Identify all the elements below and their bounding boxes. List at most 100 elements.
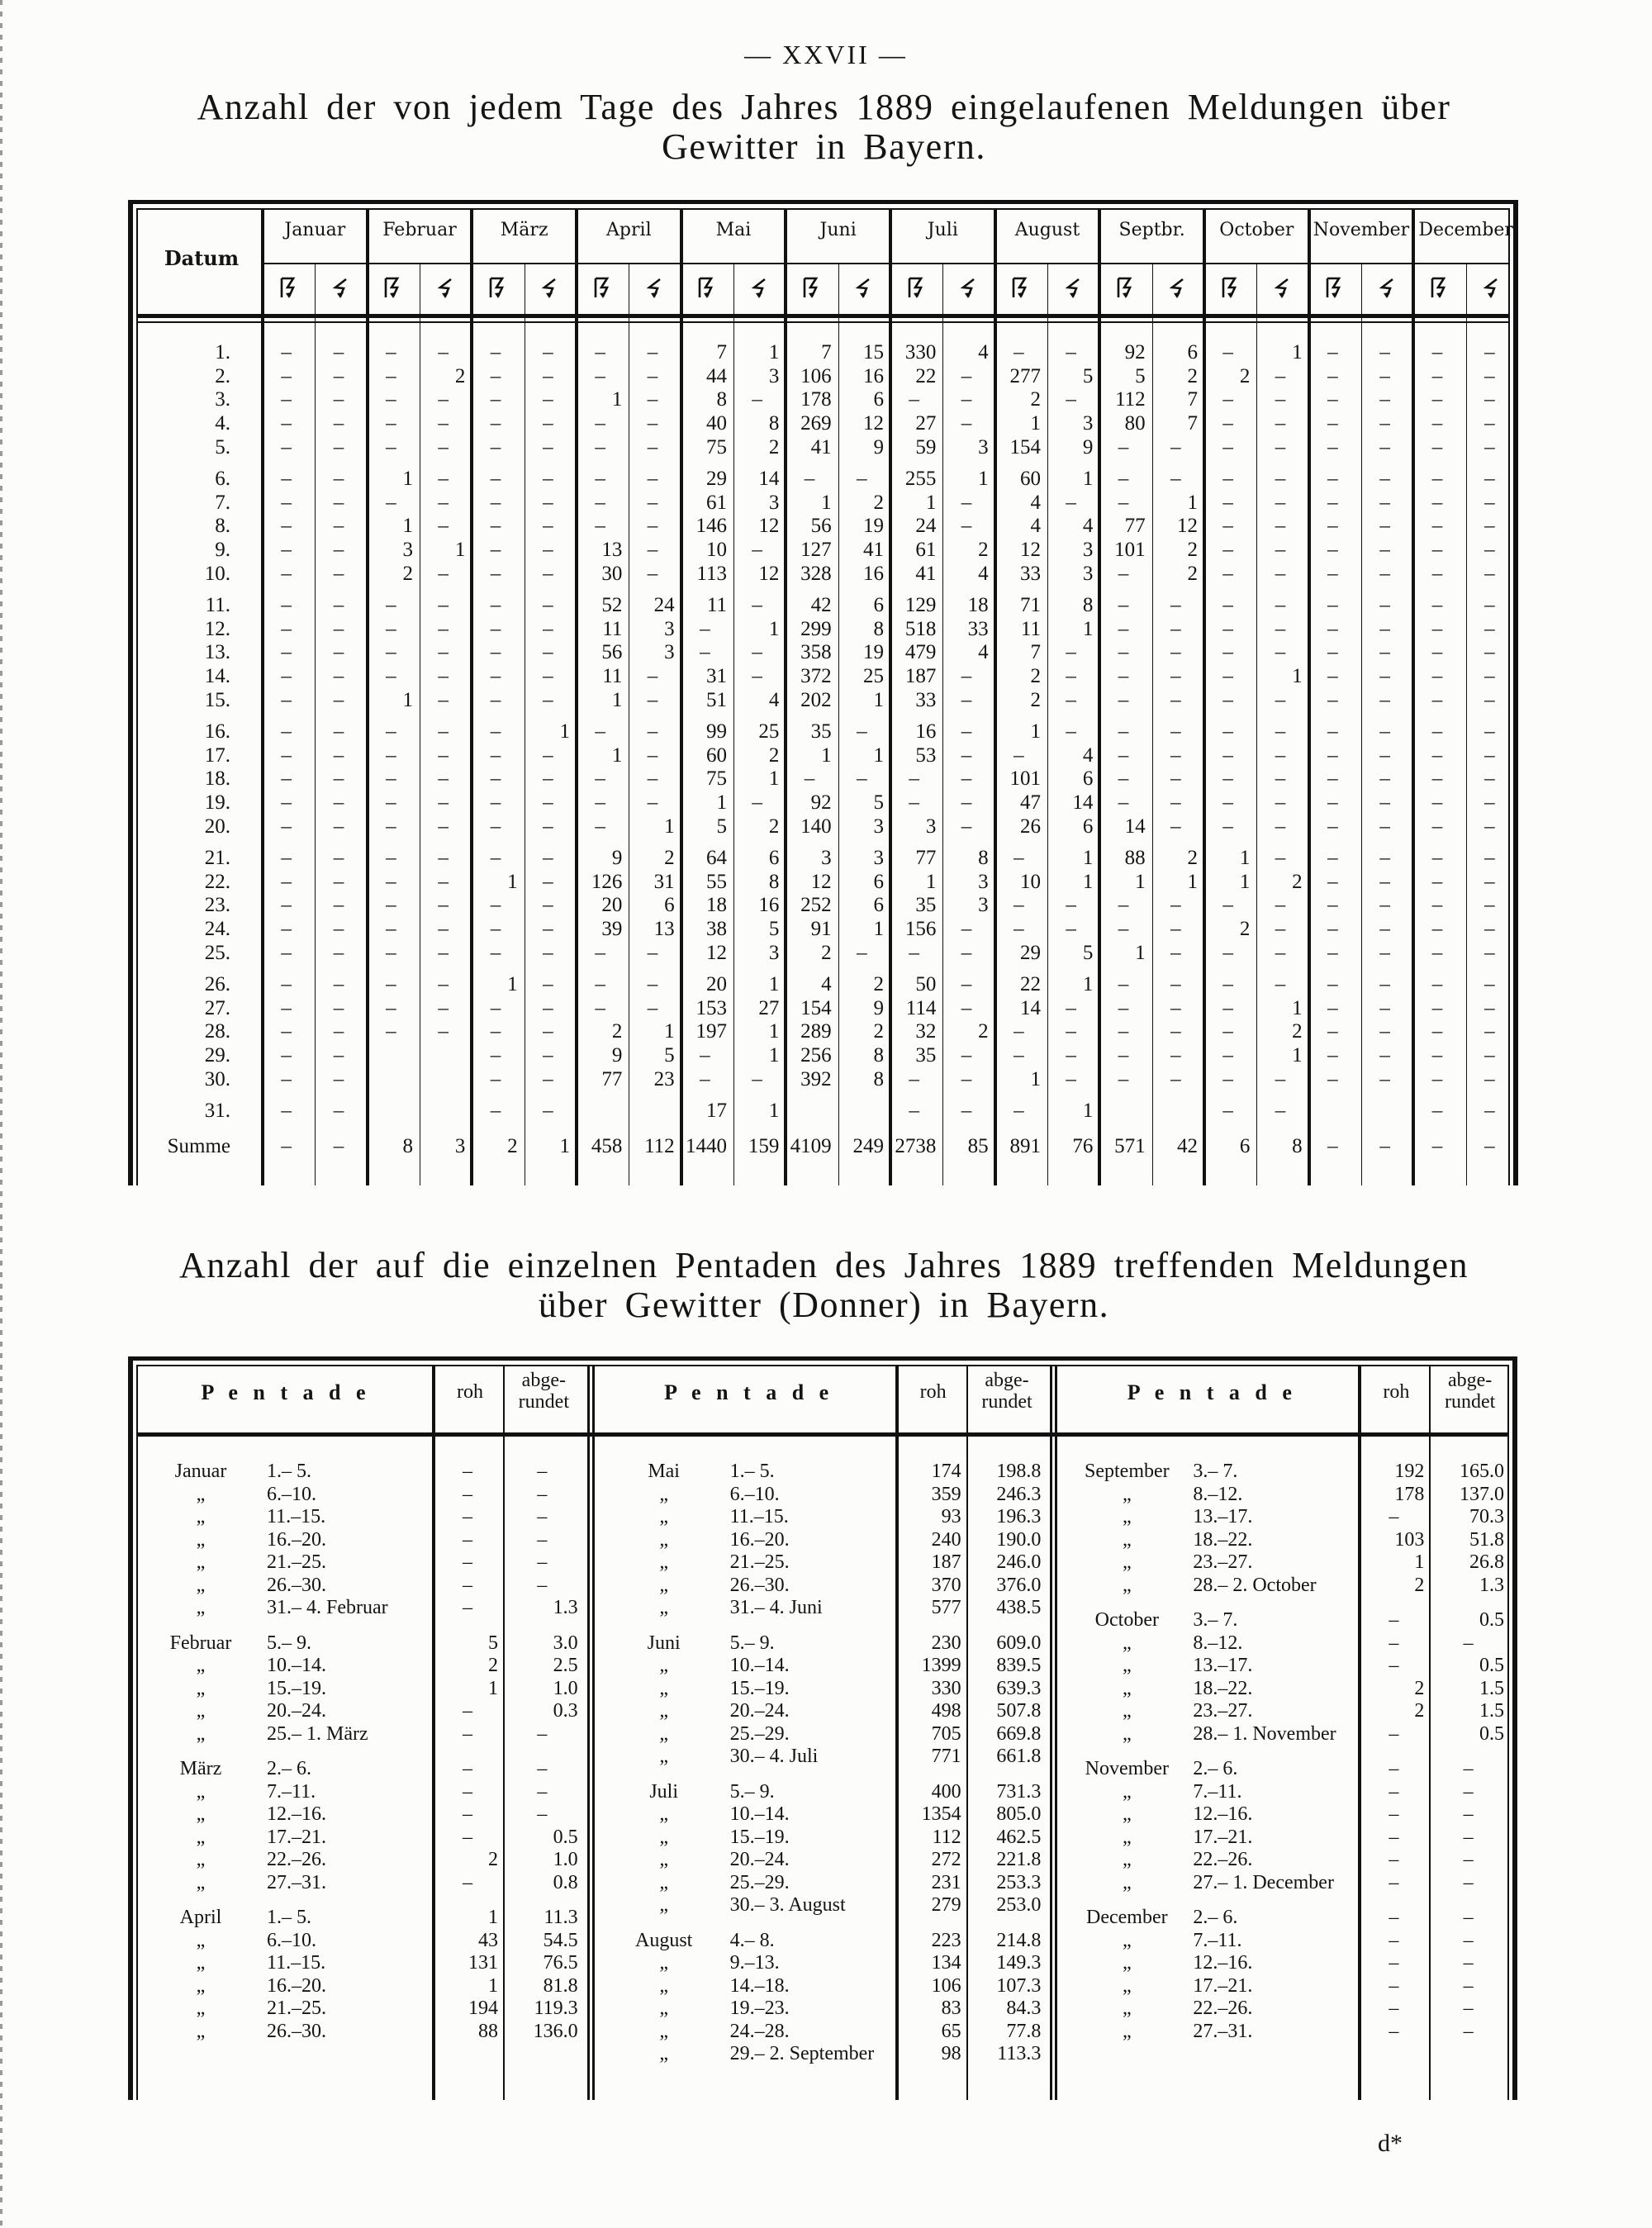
month-label: „ [659, 1483, 668, 1505]
value-cell: – [1118, 894, 1129, 917]
abgerundet-value: – [1463, 1998, 1474, 2019]
value-cell: – [1484, 791, 1495, 815]
value-cell: – [1379, 594, 1390, 616]
datum-label: 18. [204, 767, 230, 791]
value-cell: – [1275, 539, 1286, 562]
value-cell: 1 [559, 720, 570, 743]
datum-label: 19. [204, 791, 230, 815]
roh-value: 498 [931, 1700, 961, 1722]
value-cell: 77 [1124, 515, 1146, 538]
value-cell: 2 [1292, 1020, 1303, 1043]
pentade-range: 20.–24. [729, 1700, 790, 1722]
value-cell: 178 [800, 388, 832, 411]
month-label: „ [1123, 1826, 1132, 1848]
month-label: December [1086, 1907, 1168, 1928]
day-row: 5. – – – – – – – – 75 2 41 9 59 3 154 9 – – – – – – – – [128, 435, 1518, 459]
value-cell: – [647, 767, 658, 791]
value-cell: – [333, 918, 344, 941]
value-cell: 2 [454, 364, 466, 387]
roh-value: 174 [931, 1461, 961, 1482]
month-header-12: December [1418, 220, 1513, 240]
value-cell: – [333, 1135, 344, 1157]
value-cell: – [1118, 665, 1129, 688]
value-cell: 56 [810, 515, 832, 538]
value-cell: 6 [873, 894, 884, 917]
pentade-row: „ 10.–14. 1399 839.5 [591, 1655, 1055, 1677]
datum-label: 15. [204, 688, 230, 711]
value-cell: 8 [873, 617, 884, 640]
value-cell: – [1484, 562, 1495, 585]
abgerundet-header-line2: rundet [981, 1391, 1032, 1413]
abgerundet-value: – [537, 1506, 548, 1527]
value-cell: 10 [1019, 870, 1041, 893]
pentade-range: 7.–11. [1193, 1780, 1242, 1803]
pentade-range: 18.–22. [1193, 1528, 1253, 1551]
value-cell: – [543, 743, 553, 767]
value-cell: 40 [705, 412, 727, 435]
pentade-range: 2.– 6. [1193, 1758, 1238, 1779]
table-border-right [1512, 1356, 1517, 2100]
roh-value: – [463, 1574, 472, 1596]
value-cell: 1 [611, 388, 623, 411]
datum-label: 9. [215, 539, 230, 562]
value-cell: – [1222, 1044, 1233, 1067]
value-cell: – [281, 562, 292, 585]
value-cell: 35 [915, 894, 937, 917]
pentade-row: „ 26.–30. 370 376.0 [591, 1575, 1055, 1597]
value-cell: 101 [1009, 767, 1041, 791]
value-cell: – [1222, 688, 1233, 711]
value-cell: – [857, 468, 867, 490]
value-cell: – [752, 791, 762, 815]
value-cell [630, 1099, 674, 1123]
value-cell: – [281, 364, 292, 387]
pentade-row: „ 31.– 4. Juni 577 438.5 [591, 1597, 1055, 1619]
roh-value: 112 [932, 1826, 961, 1848]
value-cell: – [752, 665, 762, 688]
datum-label: 17. [204, 743, 230, 767]
value-cell: – [281, 847, 292, 869]
value-cell: – [1066, 1020, 1076, 1043]
value-cell: 1 [507, 870, 518, 893]
value-cell: 16 [915, 720, 937, 743]
pentade-range: 19.–23. [729, 1998, 790, 2019]
value-cell: – [438, 594, 449, 616]
value-cell: – [1066, 1067, 1076, 1090]
value-cell: – [1118, 791, 1129, 815]
value-cell: – [1327, 815, 1338, 838]
pentade-row: „ 8.–12. – – [1054, 1632, 1517, 1655]
roh-value: – [1389, 1849, 1399, 1870]
value-cell: – [1275, 688, 1286, 711]
value-cell: – [333, 847, 344, 869]
roh-value: 2 [1414, 1574, 1425, 1596]
value-cell: 29 [1019, 941, 1041, 964]
value-cell: – [1275, 847, 1286, 869]
month-header-8: August [1014, 220, 1080, 240]
roh-value: 192 [1394, 1461, 1425, 1482]
value-cell: – [1066, 918, 1076, 941]
pentade-row: „ 26.–30. 88 136.0 [128, 2021, 591, 2043]
value-cell: 16 [862, 364, 884, 387]
value-cell: – [1431, 847, 1443, 869]
value-cell: – [1014, 1020, 1024, 1043]
value-cell: 51 [705, 688, 727, 711]
value-cell: – [647, 515, 658, 538]
value-cell: 256 [800, 1044, 832, 1067]
pentade-range: 26.–30. [267, 2020, 326, 2042]
value-cell: – [1327, 1020, 1338, 1043]
value-cell: – [1222, 515, 1233, 538]
month-label: „ [196, 1551, 206, 1573]
value-cell: – [1275, 941, 1286, 964]
sum-row: Summe – – 8 3 2 1 458 112 1440 159 4109 249 2738 85 891… [128, 1134, 1518, 1158]
abgerundet-value: 113.3 [997, 2043, 1042, 2064]
abgerundet-value: 0.5 [1479, 1609, 1504, 1631]
pentade-row: „ 20.–24. 272 221.8 [591, 1849, 1055, 1871]
pentade-range: 26.–30. [729, 1574, 790, 1596]
month-header-11: November [1313, 220, 1410, 240]
value-cell: 2 [1030, 665, 1041, 688]
abgerundet-value: – [537, 1722, 548, 1745]
month-header-9: Septbr. [1118, 220, 1185, 240]
pentade-row: „ 21.–25. – – [128, 1551, 591, 1574]
value-cell: – [1170, 1067, 1181, 1090]
value-cell: – [543, 341, 553, 363]
roh-value: – [463, 1803, 472, 1825]
